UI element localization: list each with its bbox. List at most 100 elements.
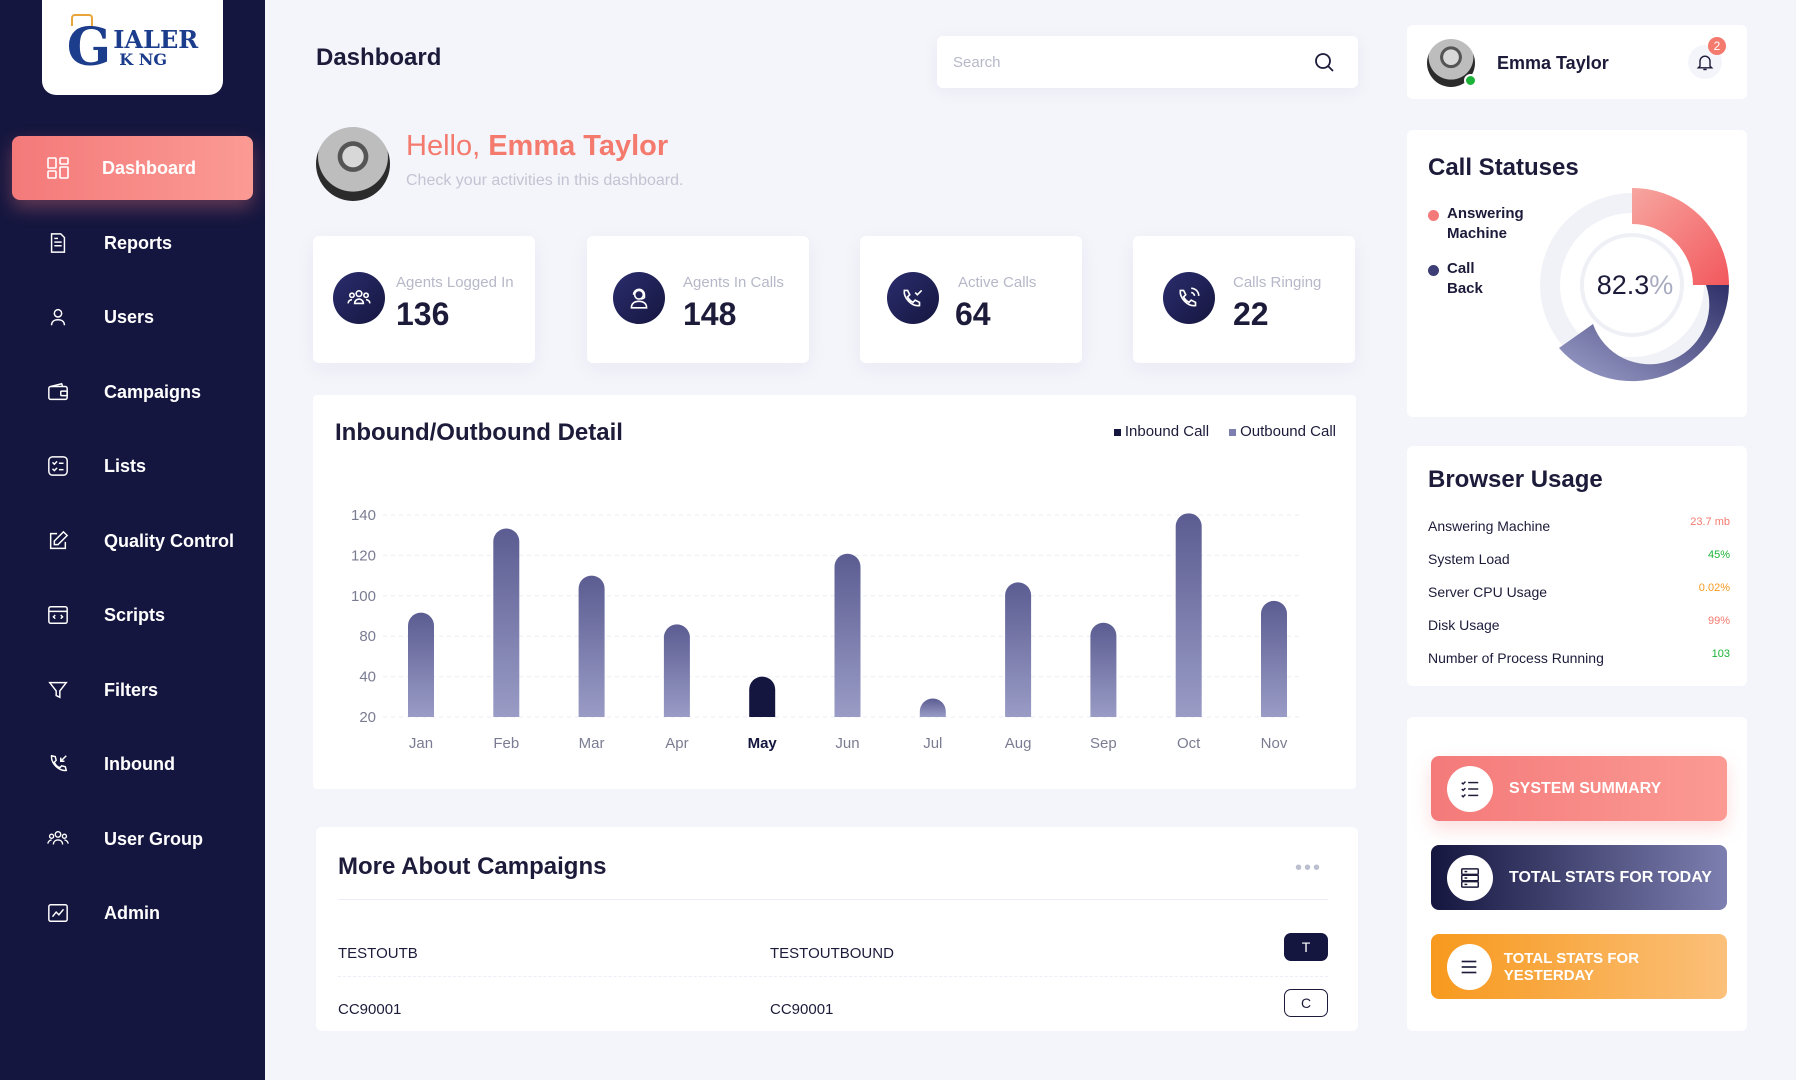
- y-tick-label: 120: [351, 547, 376, 564]
- hello-prefix: Hello,: [406, 130, 489, 162]
- y-tick-label: 100: [351, 588, 376, 605]
- stat-value: 64: [955, 296, 991, 332]
- call-statuses-card: Call Statuses Answering Machine Call Bac…: [1407, 130, 1747, 417]
- stat-card-agents-in-calls[interactable]: Agents In Calls 148: [587, 236, 809, 363]
- donut-number: 82.3: [1596, 269, 1650, 300]
- system-summary-button[interactable]: SYSTEM SUMMARY: [1431, 756, 1727, 821]
- stat-label: Agents Logged In: [396, 274, 514, 291]
- filter-icon: [45, 677, 71, 703]
- donut-segment-answering-machine[interactable]: [1632, 188, 1729, 285]
- logo-word-king: K NG: [119, 49, 167, 69]
- chart-bar-jan[interactable]: [408, 612, 434, 717]
- y-tick-label: 20: [359, 709, 376, 726]
- legend-label: Answering Machine: [1447, 205, 1524, 242]
- usage-label: Server CPU Usage: [1428, 584, 1548, 600]
- chart-bar-apr[interactable]: [663, 624, 690, 717]
- stat-label: Calls Ringing: [1233, 274, 1322, 291]
- divider: [338, 899, 1328, 900]
- table-row[interactable]: CC90001 CC90001 C: [338, 989, 1328, 1029]
- campaign-badge[interactable]: C: [1284, 989, 1328, 1017]
- chart-bar-jun[interactable]: [834, 553, 861, 717]
- chart-bar-jul[interactable]: [919, 698, 946, 717]
- donut-value: 82.3%: [1527, 180, 1737, 390]
- sidebar-item-reports[interactable]: Reports: [12, 211, 253, 275]
- dashboard-grid-icon: [45, 155, 71, 181]
- campaign-name: TESTOUTBOUND: [770, 945, 894, 962]
- legend-dot: [1428, 210, 1439, 221]
- x-tick-label: Jan: [409, 735, 433, 752]
- stat-card-agents-logged-in[interactable]: Agents Logged In 136: [313, 236, 535, 363]
- action-label: TOTAL STATS FOR TODAY: [1509, 868, 1712, 886]
- sidebar-item-dashboard[interactable]: Dashboard: [12, 136, 253, 200]
- campaign-badge[interactable]: T: [1284, 933, 1328, 961]
- legend-outbound[interactable]: Outbound Call: [1229, 423, 1336, 440]
- usage-value: 23.7 mb: [1690, 516, 1730, 528]
- chart-bar-sep[interactable]: [1090, 622, 1117, 717]
- chart-bar-may[interactable]: [749, 676, 776, 717]
- call-statuses-title: Call Statuses: [1428, 154, 1579, 181]
- brand-logo[interactable]: G IALER K NG: [42, 0, 223, 95]
- total-stats-today-button[interactable]: TOTAL STATS FOR TODAY: [1431, 845, 1727, 910]
- stat-card-active-calls[interactable]: Active Calls 64: [860, 236, 1082, 363]
- chart-legend: Inbound Call Outbound Call: [1113, 423, 1336, 440]
- list-icon: [45, 453, 71, 479]
- page-title: Dashboard: [316, 44, 442, 71]
- stat-value: 22: [1233, 296, 1269, 332]
- chart-bar-oct[interactable]: [1175, 513, 1202, 717]
- logo-text: IALER K NG: [113, 24, 199, 69]
- search-input[interactable]: [953, 36, 1293, 88]
- chart-bar-mar[interactable]: [578, 575, 605, 717]
- sidebar-item-user-group[interactable]: User Group: [12, 807, 253, 871]
- hello-greeting: Hello, Emma Taylor: [406, 130, 668, 163]
- chart-plot: 140 120 100 80 40 20 Jan Feb Mar Apr May Jun Jul Aug S…: [351, 507, 1303, 752]
- donut-segment-call-back[interactable]: [1559, 285, 1729, 382]
- usage-value: 103: [1711, 648, 1730, 660]
- sidebar: G IALER K NG Dashboard Reports Users: [0, 0, 265, 1080]
- sidebar-item-scripts[interactable]: Scripts: [12, 583, 253, 647]
- hello-subtitle: Check your activities in this dashboard.: [406, 172, 684, 189]
- x-tick-label: Sep: [1090, 735, 1117, 752]
- sidebar-item-label: Quality Control: [104, 530, 234, 551]
- phone-ringing-icon: [1163, 272, 1215, 324]
- campaign-name: CC90001: [770, 1001, 834, 1018]
- sidebar-item-lists[interactable]: Lists: [12, 434, 253, 498]
- browser-usage-row: Server CPU Usage 0.02%: [1428, 582, 1730, 602]
- legend-inbound[interactable]: Inbound Call: [1113, 423, 1209, 440]
- divider: [338, 976, 1328, 977]
- logo-word-dialer: IALER: [113, 24, 199, 54]
- more-options-icon[interactable]: •••: [1294, 857, 1322, 879]
- chart-bar-feb[interactable]: [493, 528, 520, 717]
- sidebar-item-users[interactable]: Users: [12, 285, 253, 349]
- total-stats-yesterday-button[interactable]: TOTAL STATS FOR YESTERDAY: [1431, 934, 1727, 999]
- sidebar-item-inbound[interactable]: Inbound: [12, 732, 253, 796]
- sidebar-item-campaigns[interactable]: Campaigns: [12, 360, 253, 424]
- donut-center: [1580, 233, 1684, 337]
- browser-usage-row: Number of Process Running 103: [1428, 648, 1730, 668]
- chart-bar-aug[interactable]: [1005, 582, 1032, 717]
- sidebar-item-label: Scripts: [104, 604, 166, 625]
- sidebar-item-label: Inbound: [104, 753, 175, 774]
- usage-value: 99%: [1707, 615, 1730, 627]
- sidebar-item-filters[interactable]: Filters: [12, 658, 253, 722]
- action-label: SYSTEM SUMMARY: [1509, 779, 1662, 797]
- stat-card-calls-ringing[interactable]: Calls Ringing 22: [1133, 236, 1355, 363]
- table-row[interactable]: TESTOUTB TESTOUTBOUND T: [338, 933, 1328, 973]
- search-icon[interactable]: [1312, 50, 1336, 74]
- sidebar-item-admin[interactable]: Admin: [12, 881, 253, 945]
- headset-agent-icon: [613, 272, 665, 324]
- usage-label: System Load: [1428, 551, 1510, 567]
- chart-bar-nov[interactable]: [1261, 600, 1287, 717]
- x-tick-label: Mar: [579, 735, 605, 752]
- logo-g-mark: G: [66, 13, 112, 78]
- x-tick-label: Apr: [665, 735, 688, 752]
- campaigns-card: More About Campaigns ••• TESTOUTB TESTOU…: [316, 827, 1358, 1031]
- user-name[interactable]: Emma Taylor: [1497, 53, 1609, 73]
- x-tick-label: Feb: [493, 735, 519, 752]
- sidebar-item-quality-control[interactable]: Quality Control: [12, 509, 253, 573]
- y-tick-label: 40: [359, 669, 376, 686]
- usage-label: Disk Usage: [1428, 617, 1500, 633]
- wallet-icon: [45, 379, 71, 405]
- call-status-donut: 82.3%: [1527, 180, 1737, 390]
- chart-line-icon: [45, 900, 71, 926]
- legend-label: Call Back: [1447, 260, 1483, 297]
